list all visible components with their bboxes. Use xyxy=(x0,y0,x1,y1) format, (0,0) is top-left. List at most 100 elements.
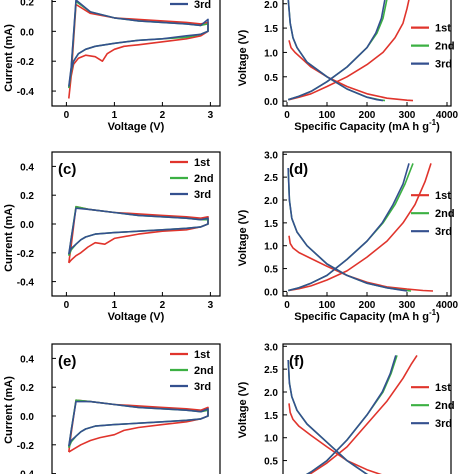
legend: 1st 2nd 3rd xyxy=(170,349,214,393)
x-axis-title: Specific Capacity (mA h g-1) xyxy=(294,118,440,133)
x-tick-label: 1 xyxy=(112,300,118,311)
legend-label-2nd: 2nd xyxy=(435,400,455,412)
series-line-2nd-0 xyxy=(287,0,386,102)
legend-label-2nd: 2nd xyxy=(435,41,455,53)
legend-label-1st: 1st xyxy=(194,349,210,361)
y-tick-label: -0.2 xyxy=(17,57,35,68)
y-tick-label: 0.4 xyxy=(20,162,34,173)
series-line-1st-1 xyxy=(307,354,418,474)
y-tick-label: 0.0 xyxy=(20,220,34,231)
y-tick-label: 0.0 xyxy=(264,287,278,298)
y-tick-label: 1.0 xyxy=(264,434,278,445)
series-line-3rd xyxy=(68,207,209,255)
y-axis-title: Current (mA) xyxy=(3,376,15,444)
series-line-2nd-0 xyxy=(287,167,412,292)
panel-tag: (c) xyxy=(58,161,76,178)
x-tick-label: 1 xyxy=(112,110,118,121)
legend-label-3rd: 3rd xyxy=(194,189,211,201)
y-axis-title: Voltage (V) xyxy=(237,209,249,266)
y-tick-label: -0.4 xyxy=(17,278,35,289)
y-tick-label: 3.0 xyxy=(264,150,278,161)
y-tick-label: -0.2 xyxy=(17,441,35,452)
legend-label-3rd: 3rd xyxy=(194,381,211,393)
x-tick-label: 2 xyxy=(160,300,166,311)
panel-tag: (e) xyxy=(58,353,76,370)
y-tick-label: 0.2 xyxy=(20,191,34,202)
legend-label-1st: 1st xyxy=(435,190,451,202)
x-tick-label: 200 xyxy=(359,300,376,311)
legend: 1st 2nd 3rd xyxy=(411,190,455,238)
series-line-1st xyxy=(68,3,209,99)
y-tick-label: 1.5 xyxy=(264,411,278,422)
panel-e: 0.4 0.2 0.0 -0.2 -0.4 Current (mA) (e) 1st 2nd 3r… xyxy=(3,343,221,474)
x-tick-label: 300 xyxy=(399,300,416,311)
legend-label-1st: 1st xyxy=(194,157,210,169)
series-line-3rd xyxy=(68,400,209,447)
plot-frame xyxy=(282,151,452,297)
y-tick-label: -0.4 xyxy=(17,470,35,474)
legend: 1st 2nd 3rd xyxy=(170,157,214,201)
x-tick-label: 100 xyxy=(319,110,336,121)
y-tick-label: 1.0 xyxy=(264,48,278,59)
x-tick-label: 3 xyxy=(208,300,214,311)
x-tick-label: 0 xyxy=(64,110,70,121)
x-tick-label: 300 xyxy=(399,110,416,121)
legend-label-3rd: 3rd xyxy=(194,0,211,11)
plot-frame xyxy=(282,0,452,107)
panel-tag: (f) xyxy=(289,353,304,370)
plot-frame xyxy=(282,343,452,474)
legend: 1st 2nd 3rd xyxy=(411,23,455,71)
x-tick-label: 100 xyxy=(319,300,336,311)
x-tick-label: 4000 xyxy=(436,110,459,121)
y-tick-label: 0.0 xyxy=(20,27,34,38)
panel-f: 3.02.52.01.51.00.50.0Voltage (V)(f)1st2n… xyxy=(237,342,455,474)
legend-label-3rd: 3rd xyxy=(435,418,452,430)
y-tick-label: 0.2 xyxy=(20,0,34,8)
y-tick-label: 2.0 xyxy=(264,196,278,207)
y-axis-title: Current (mA) xyxy=(3,204,15,272)
x-axis-title: Specific Capacity (mA h g-1) xyxy=(294,308,440,323)
series-line-3rd-0 xyxy=(287,359,369,474)
y-tick-label: 2.0 xyxy=(264,388,278,399)
x-tick-label: 4000 xyxy=(436,300,459,311)
legend-label-1st: 1st xyxy=(435,382,451,394)
series-line-1st-0 xyxy=(288,403,382,474)
y-tick-label: 0.5 xyxy=(264,457,278,468)
y-axis-title: Voltage (V) xyxy=(237,381,249,438)
series-line-1st-0 xyxy=(288,40,414,102)
legend-label-2nd: 2nd xyxy=(435,208,455,220)
panel-a: 0.2 0.0 -0.2 -0.4 0 1 2 3 Voltage (V) Current (mA… xyxy=(3,0,221,133)
y-tick-label: -0.4 xyxy=(17,87,35,98)
y-tick-label: 0.4 xyxy=(20,354,34,365)
x-tick-label: 2 xyxy=(160,110,166,121)
y-tick-label: 3.0 xyxy=(264,342,278,353)
series-line-3rd-1 xyxy=(287,0,386,101)
x-tick-label: 3 xyxy=(208,110,214,121)
y-tick-label: 1.0 xyxy=(264,242,278,253)
panel-c: 0.4 0.2 0.0 -0.2 -0.4 0 1 2 3 Voltage (V) Current … xyxy=(3,151,221,323)
legend-label-2nd: 2nd xyxy=(194,365,214,377)
x-tick-label: 0 xyxy=(284,300,290,311)
y-tick-label: 0.5 xyxy=(264,265,278,276)
y-tick-label: 2.5 xyxy=(264,173,278,184)
y-tick-label: 0.0 xyxy=(20,412,34,423)
legend-label-2nd: 2nd xyxy=(194,173,214,185)
legend-label-1st: 1st xyxy=(435,23,451,35)
plot-frame xyxy=(51,0,221,107)
series-line-2nd-1 xyxy=(287,0,388,101)
x-tick-label: 200 xyxy=(359,110,376,121)
x-axis-title: Voltage (V) xyxy=(108,311,165,323)
x-tick-label: 0 xyxy=(64,300,70,311)
series-line-3rd-1 xyxy=(288,163,410,292)
y-tick-label: 0.0 xyxy=(264,97,278,108)
y-tick-label: -0.2 xyxy=(17,249,35,260)
y-axis-title: Voltage (V) xyxy=(237,29,249,86)
legend: 3rd xyxy=(170,0,211,11)
series-line-3rd-1 xyxy=(305,355,397,474)
y-tick-label: 1.5 xyxy=(264,219,278,230)
series-line-3rd-0 xyxy=(287,0,384,102)
y-tick-label: 1.5 xyxy=(264,24,278,35)
legend-label-3rd: 3rd xyxy=(435,59,452,71)
